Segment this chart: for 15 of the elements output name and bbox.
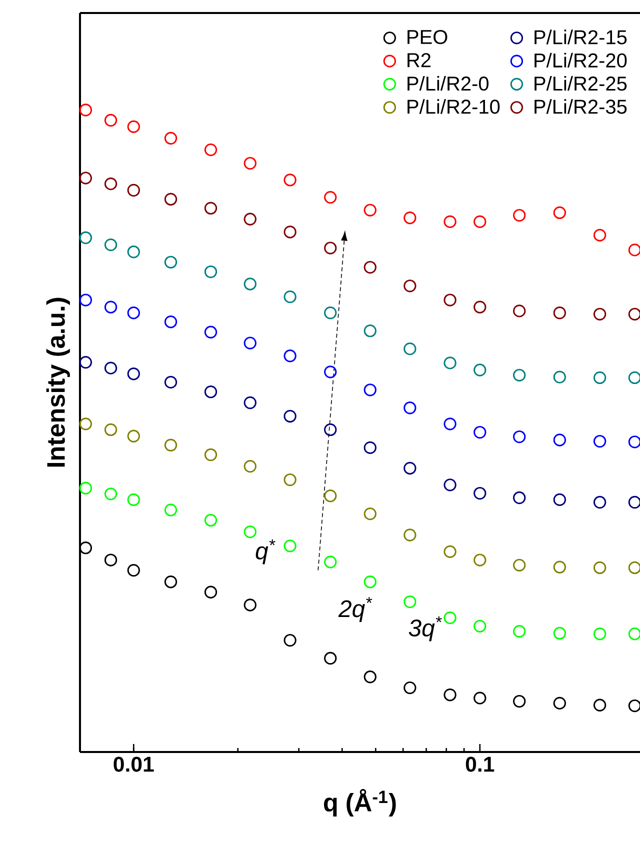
legend-label: P/Li/R2-20: [534, 52, 627, 68]
legend-label: P/Li/R2-35: [534, 99, 627, 114]
legend-label: P/Li/R2-10: [408, 99, 500, 114]
legend-label: P/Li/R2-0: [408, 76, 489, 91]
y-axis-title: Intensity (a.u.): [46, 298, 70, 467]
legend-label: R2: [408, 53, 431, 68]
annotation: q$^{*}$: [256, 539, 276, 564]
legend-label: PEO: [408, 30, 448, 44]
x-tick-label: 0.1: [466, 756, 494, 772]
x-axis-title: q (Å$^{-1}$): [324, 788, 396, 817]
x-tick-label: 0.01: [114, 756, 154, 772]
legend-label: P/Li/R2-15: [534, 30, 627, 44]
annotation: 2q$^{*}$: [338, 597, 372, 622]
legend-label: P/Li/R2-25: [534, 76, 627, 91]
annotation: 3q$^{*}$: [408, 616, 442, 642]
